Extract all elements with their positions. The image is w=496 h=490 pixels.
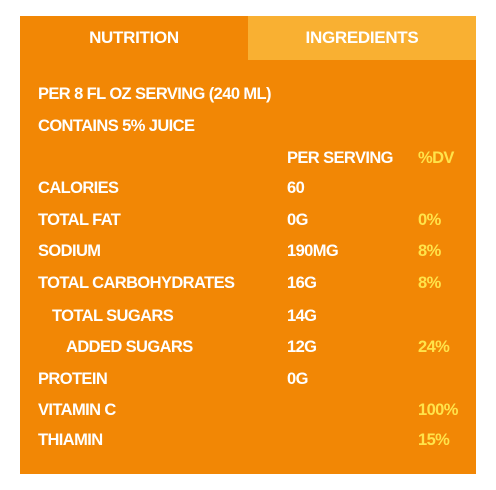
dv-header: %DV: [418, 149, 454, 167]
serving-amount: 16G: [287, 274, 317, 292]
nutrient-label: ADDED SUGARS: [66, 338, 193, 356]
nutrient-label: CALORIES: [38, 179, 119, 197]
nutrient-label: THIAMIN: [38, 431, 103, 449]
serving-amount: 12G: [287, 338, 317, 356]
ingredients-tab[interactable]: INGREDIENTS: [248, 16, 476, 60]
nutrition-tab[interactable]: NUTRITION: [20, 16, 248, 60]
per-serving-header: PER SERVING: [287, 149, 393, 167]
daily-value: 100%: [418, 401, 458, 419]
daily-value: 8%: [418, 274, 441, 292]
daily-value: 15%: [418, 431, 450, 449]
daily-value: 24%: [418, 338, 450, 356]
nutrient-label: PROTEIN: [38, 370, 108, 388]
juice-content: CONTAINS 5% JUICE: [38, 117, 195, 135]
nutrient-label: SODIUM: [38, 242, 101, 260]
nutrition-panel: NUTRITION INGREDIENTS PER 8 FL OZ SERVIN…: [20, 16, 476, 474]
daily-value: 0%: [418, 211, 441, 229]
serving-amount: 14G: [287, 307, 317, 325]
serving-amount: 0G: [287, 211, 308, 229]
nutrient-label: TOTAL FAT: [38, 211, 121, 229]
serving-size: PER 8 FL OZ SERVING (240 ML): [38, 85, 272, 103]
nutrient-label: TOTAL CARBOHYDRATES: [38, 274, 235, 292]
daily-value: 8%: [418, 242, 441, 260]
serving-amount: 0G: [287, 370, 308, 388]
nutrient-label: TOTAL SUGARS: [52, 307, 174, 325]
serving-amount: 190MG: [287, 242, 339, 260]
serving-amount: 60: [287, 179, 305, 197]
nutrient-label: VITAMIN C: [38, 401, 116, 419]
